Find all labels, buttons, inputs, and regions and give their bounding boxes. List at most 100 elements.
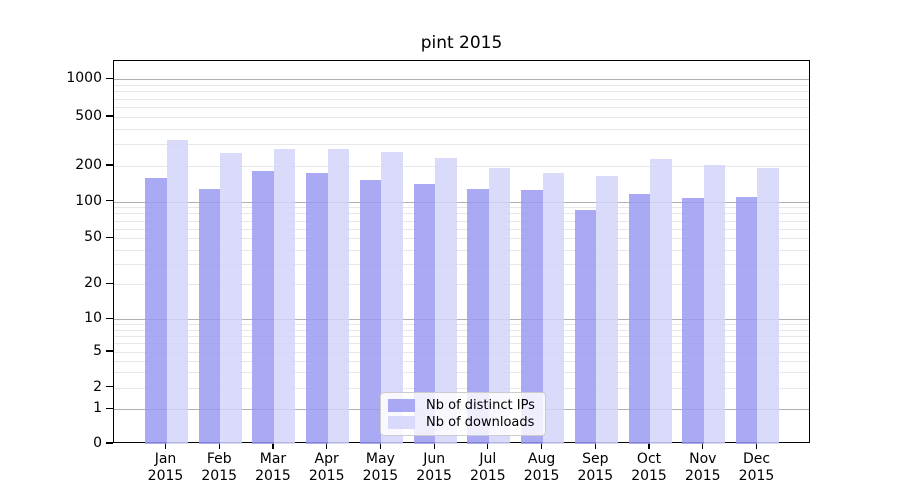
bar-distinct-ips — [359, 180, 382, 444]
grid-line-minor — [114, 128, 809, 130]
bar-distinct-ips — [145, 178, 167, 444]
grid-line-minor — [114, 228, 809, 230]
legend: Nb of distinct IPs Nb of downloads — [380, 392, 546, 436]
bar-distinct-ips — [252, 170, 274, 444]
x-tick-month: May — [365, 451, 395, 467]
grid-line-minor — [114, 144, 809, 146]
grid-line-major — [114, 319, 809, 321]
bar-downloads — [488, 167, 511, 444]
x-tick-month: Nov — [689, 451, 717, 467]
chart-title: pint 2015 — [420, 33, 503, 53]
grid-line-minor — [114, 352, 809, 353]
y-tick-mark — [106, 317, 113, 319]
x-tick-label: Mar 2015 — [228, 451, 318, 485]
bar-distinct-ips — [574, 209, 597, 444]
bar-downloads — [220, 152, 242, 444]
x-tick-year: 2015 — [255, 468, 291, 484]
grid-line-major — [114, 79, 809, 81]
x-tick-mark — [326, 443, 328, 449]
y-tick-label: 200 — [75, 157, 102, 173]
y-tick-label: 20 — [84, 275, 102, 292]
x-tick-mark — [487, 443, 489, 449]
bar-distinct-ips — [467, 188, 489, 444]
grid-line-minor — [114, 98, 809, 100]
bar-downloads — [757, 168, 779, 444]
x-tick-year: 2015 — [201, 468, 238, 484]
x-tick-year: 2015 — [416, 468, 452, 484]
x-tick-mark — [164, 443, 167, 449]
x-tick-year: 2015 — [523, 468, 560, 484]
x-tick-label: Aug 2015 — [497, 451, 587, 485]
x-tick-year: 2015 — [362, 468, 399, 484]
bar-downloads — [650, 159, 672, 444]
bar-downloads — [542, 172, 565, 444]
bar-distinct-ips — [628, 193, 651, 444]
x-tick-label: Jul 2015 — [443, 451, 533, 485]
grid-line-minor — [114, 324, 809, 326]
bar-downloads — [703, 164, 726, 444]
x-tick-label: Nov 2015 — [658, 451, 748, 485]
grid-line-minor — [114, 284, 809, 286]
legend-item: Nb of distinct IPs — [388, 398, 538, 413]
x-tick-month: Sep — [582, 451, 609, 467]
x-tick-month: Jun — [423, 451, 446, 467]
x-tick-month: Dec — [742, 451, 771, 467]
x-tick-label: Oct 2015 — [604, 451, 694, 485]
x-tick-month: Aug — [527, 451, 556, 467]
x-tick-label: Sep 2015 — [550, 451, 640, 485]
x-tick-mark — [648, 443, 650, 449]
grid-line-minor — [114, 238, 809, 240]
bar-downloads — [327, 149, 350, 444]
y-tick-mark — [106, 386, 113, 388]
y-tick-label: 500 — [75, 108, 102, 124]
x-tick-label: Apr 2015 — [282, 451, 372, 485]
y-tick-label: 10 — [84, 310, 102, 327]
grid-line-minor — [114, 360, 809, 362]
grid-line-minor — [114, 107, 809, 109]
x-tick-year: 2015 — [631, 468, 667, 484]
grid-line-minor — [114, 263, 809, 265]
legend-label: Nb of distinct IPs — [426, 398, 535, 413]
y-tick-label: 100 — [75, 192, 102, 209]
x-tick-month: Jan — [154, 451, 177, 467]
x-tick-year: 2015 — [308, 468, 345, 484]
y-tick-mark — [106, 236, 113, 238]
x-tick-mark — [272, 443, 274, 449]
y-tick-mark — [106, 442, 113, 444]
y-tick-mark — [106, 77, 113, 79]
legend-label: Nb of downloads — [426, 415, 535, 430]
grid-line-minor — [114, 117, 809, 118]
x-tick-mark — [540, 443, 543, 449]
x-tick-label: Jun 2015 — [389, 451, 479, 485]
legend-item: Nb of downloads — [388, 415, 538, 430]
x-tick-mark — [755, 443, 758, 449]
y-tick-label: 50 — [84, 229, 102, 246]
bar-downloads — [596, 175, 618, 444]
legend-swatch-downloads — [388, 416, 415, 429]
bar-distinct-ips — [682, 197, 704, 444]
y-tick-label: 5 — [93, 343, 102, 359]
grid-line-minor — [114, 387, 809, 389]
bar-distinct-ips — [521, 189, 543, 444]
y-tick-mark — [106, 407, 113, 409]
bar-downloads — [381, 152, 403, 444]
y-tick-mark — [106, 350, 113, 352]
grid-line-minor — [114, 249, 809, 251]
y-tick-mark — [106, 282, 113, 284]
legend-swatch-distinct-ips — [388, 399, 415, 412]
x-tick-year: 2015 — [147, 468, 184, 484]
x-tick-mark — [379, 443, 381, 449]
x-tick-month: Apr — [314, 451, 339, 467]
grid-line-minor — [114, 213, 809, 215]
y-tick-mark — [106, 115, 113, 117]
grid-line-minor — [114, 343, 809, 345]
x-tick-month: Mar — [259, 451, 287, 467]
x-tick-mark — [594, 443, 596, 449]
y-tick-label: 0 — [93, 435, 102, 451]
bar-distinct-ips — [198, 188, 221, 444]
grid-line-minor — [114, 166, 809, 167]
bar-downloads — [435, 158, 457, 444]
plot-area: Nb of distinct IPs Nb of downloads — [113, 60, 810, 444]
x-tick-label: May 2015 — [335, 451, 425, 485]
